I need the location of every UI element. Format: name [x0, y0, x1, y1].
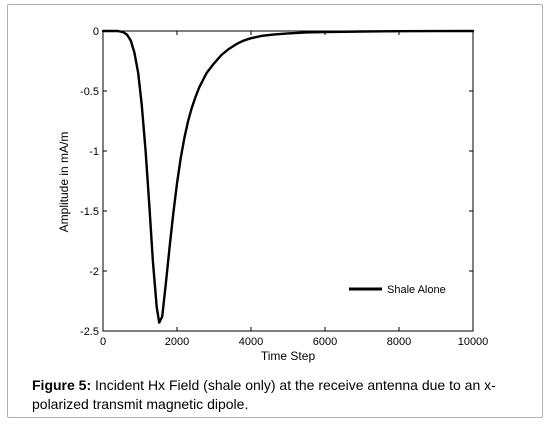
x-tick-label: 2000 [165, 336, 189, 348]
x-tick-label: 10000 [458, 336, 489, 348]
ticks: 0 2000 4000 6000 8000 10000 0 -0.5 -1 -1.5 -2 -2.5 [80, 26, 488, 348]
x-tick-label: 6000 [313, 336, 337, 348]
figure-caption: Figure 5: Incident Hx Field (shale only)… [32, 376, 532, 414]
series-layer [101, 29, 475, 324]
y-tick-label: -0.5 [80, 86, 99, 98]
axes [102, 30, 474, 332]
legend: Shale Alone [349, 284, 446, 296]
y-tick-label: -2.5 [80, 326, 99, 338]
caption-text: Incident Hx Field (shale only) at the re… [32, 377, 496, 412]
legend-label: Shale Alone [387, 284, 446, 296]
y-tick-label: 0 [93, 26, 99, 38]
y-axis-label: Amplitude in mA/m [57, 132, 71, 233]
figure-frame [7, 4, 543, 418]
x-tick-label: 0 [100, 336, 106, 348]
y-tick-label: -1.5 [80, 206, 99, 218]
y-tick-label: -2 [89, 266, 99, 278]
series-line [101, 29, 475, 324]
plot-area-box [102, 30, 474, 332]
x-axis-label: Time Step [261, 349, 316, 363]
caption-label: Figure 5: [32, 377, 92, 393]
x-tick-label: 8000 [387, 336, 411, 348]
y-tick-label: -1 [89, 146, 99, 158]
x-tick-label: 4000 [239, 336, 263, 348]
